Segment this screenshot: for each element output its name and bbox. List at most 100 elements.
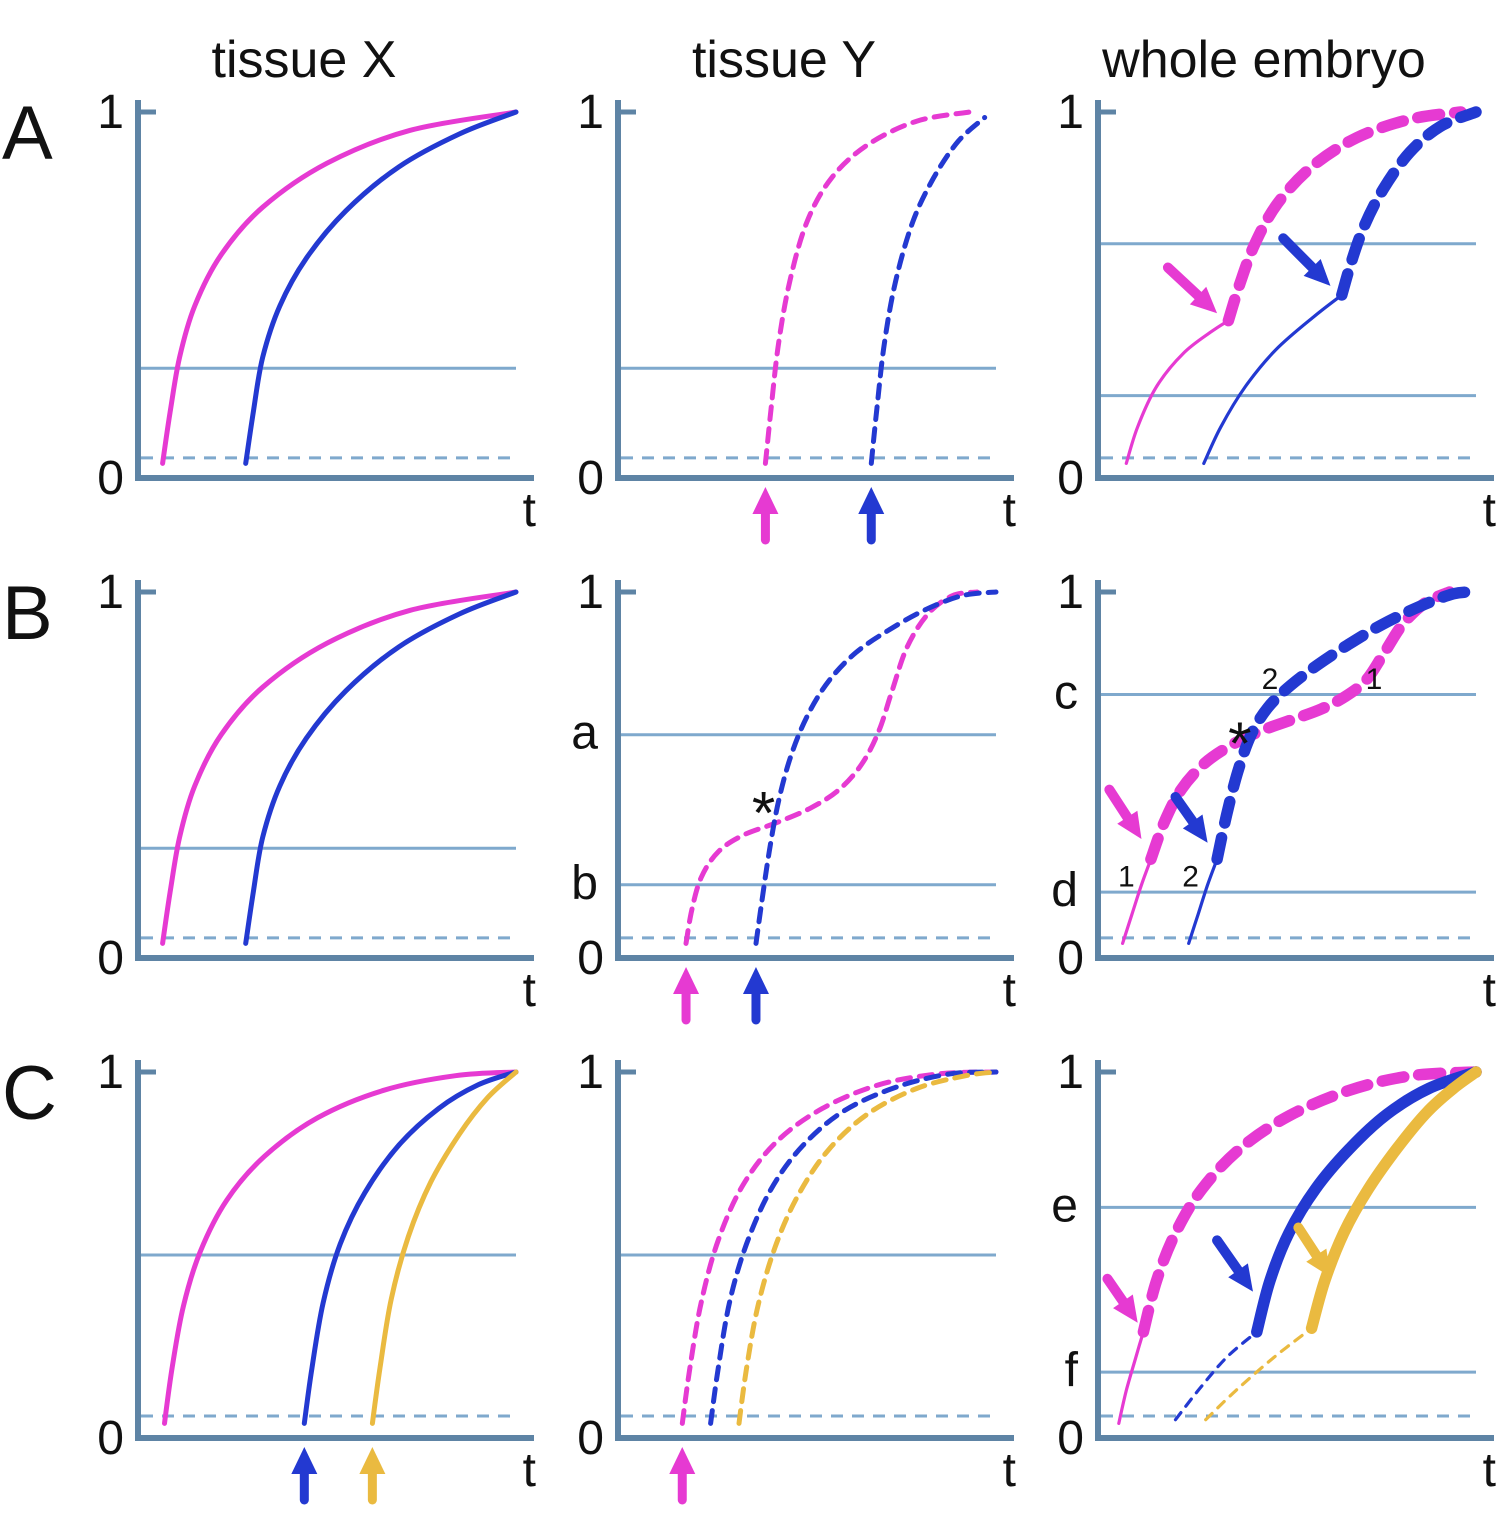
panel-b-whole-embryo: c d 1 0 t * 1 2 2 1 xyxy=(1051,572,1496,1017)
blue-up-arrow-head xyxy=(858,487,885,514)
threshold-label-b: b xyxy=(571,857,598,910)
y-max-label: 1 xyxy=(1057,1052,1084,1099)
y-max-label: 1 xyxy=(97,92,124,139)
y-max-label: 1 xyxy=(577,92,604,139)
panel-c-tissue-y-gold-curve xyxy=(736,1069,999,1426)
origin-label: 0 xyxy=(97,1412,124,1465)
panel-b-whole-embryo-magenta-combined-segment xyxy=(1145,586,1456,865)
annotation-asterisk: * xyxy=(1228,710,1251,777)
blue-pointer-arrow-head xyxy=(1303,258,1331,286)
panel-c-whole-embryo-gold-initial-segment xyxy=(1204,1326,1314,1422)
blue-up-arrow-head xyxy=(291,1447,318,1474)
threshold-label-e: e xyxy=(1051,1179,1078,1232)
magenta-pointer-arrow-shaft xyxy=(1162,262,1204,301)
magenta-pointer-arrow-head xyxy=(1113,1294,1138,1323)
panel-c-tissue-x: 1 0 t xyxy=(97,1052,536,1505)
panel-c-tissue-y-blue-curve xyxy=(708,1069,999,1426)
panel-cell-c-tissue-x: 1 0 t xyxy=(64,1052,544,1532)
panel-b-tissue-y: a b 1 0 t * xyxy=(571,572,1016,1025)
panel-b-tissue-x-blue-late-onset xyxy=(243,589,519,946)
annotation-order-1: 1 xyxy=(1366,663,1383,696)
panel-c-tissue-y-magenta-curve xyxy=(679,1069,999,1426)
panel-cell-a-whole-embryo: 1 0 t xyxy=(1024,92,1504,572)
panel-b-tissue-x: 1 0 t xyxy=(97,572,536,1017)
origin-label: 0 xyxy=(97,452,124,505)
threshold-label-f: f xyxy=(1065,1344,1079,1397)
origin-label: 0 xyxy=(577,452,604,505)
panel-c-whole-embryo-gold-combined-segment xyxy=(1305,1066,1482,1334)
row-label-a: A xyxy=(2,91,53,176)
panel-c-whole-embryo-magenta-combined-segment xyxy=(1137,1066,1482,1338)
header-corner xyxy=(0,0,64,92)
column-title-whole-embryo: whole embryo xyxy=(1102,31,1426,89)
panel-cell-b-whole-embryo: c d 1 0 t * 1 2 2 1 xyxy=(1024,572,1504,1052)
panel-b-whole-embryo-blue-combined-segment xyxy=(1211,586,1482,865)
annotation-order-2: 2 xyxy=(1262,663,1279,696)
row-label-b: B xyxy=(2,571,53,656)
panel-c-tissue-x-gold-late-onset xyxy=(369,1069,519,1426)
column-title-tissue-x: tissue X xyxy=(211,31,397,89)
panel-a-whole-embryo: 1 0 t xyxy=(1057,92,1496,537)
panel-c-whole-embryo: e f 1 0 t xyxy=(1051,1052,1496,1497)
origin-label: 0 xyxy=(577,932,604,985)
gold-pointer-arrow-shaft xyxy=(1293,1222,1322,1261)
origin-label: 0 xyxy=(97,932,124,985)
panel-cell-c-tissue-y: 1 0 t xyxy=(544,1052,1024,1532)
panel-b-tissue-y-blue-monotonic xyxy=(753,589,999,946)
threshold-label-a: a xyxy=(571,707,598,760)
panel-c-whole-embryo-blue-initial-segment xyxy=(1173,1330,1259,1422)
row-label-c: C xyxy=(2,1051,57,1136)
panel-b-whole-embryo-magenta-initial-segment xyxy=(1121,857,1153,945)
threshold-label-d: d xyxy=(1051,864,1078,917)
magenta-pointer-arrow-shaft xyxy=(1102,1273,1128,1307)
x-axis-label: t xyxy=(1483,964,1496,1017)
panel-cell-a-tissue-x: 1 0 t xyxy=(64,92,544,572)
blue-pointer-arrow-head xyxy=(1228,1263,1253,1292)
panel-a-whole-embryo-magenta-combined-segment xyxy=(1222,106,1467,327)
x-axis-label: t xyxy=(1003,484,1016,537)
gold-up-arrow-head xyxy=(359,1447,386,1474)
annotation-order-2: 2 xyxy=(1182,860,1199,893)
x-axis-label: t xyxy=(523,964,536,1017)
panel-c-tissue-y: 1 0 t xyxy=(577,1052,1016,1505)
y-max-label: 1 xyxy=(1057,92,1084,139)
x-axis-label: t xyxy=(1003,964,1016,1017)
magenta-up-arrow-head xyxy=(752,487,779,514)
panel-cell-c-whole-embryo: e f 1 0 t xyxy=(1024,1052,1504,1532)
panel-b-tissue-x-magenta-early-onset xyxy=(160,589,519,946)
panel-a-tissue-y-blue-late-onset xyxy=(868,115,988,466)
origin-label: 0 xyxy=(1057,452,1084,505)
y-max-label: 1 xyxy=(577,1052,604,1099)
x-axis-label: t xyxy=(523,1444,536,1497)
panel-a-whole-embryo-blue-initial-segment xyxy=(1202,293,1344,465)
origin-label: 0 xyxy=(1057,1412,1084,1465)
panel-c-whole-embryo-blue-combined-segment xyxy=(1251,1066,1482,1338)
panel-a-tissue-x-blue-late-onset xyxy=(243,109,519,466)
annotation-order-1: 1 xyxy=(1118,860,1135,893)
panel-c-whole-embryo-magenta-initial-segment xyxy=(1117,1330,1145,1425)
origin-label: 0 xyxy=(1057,932,1084,985)
x-axis-label: t xyxy=(523,484,536,537)
panel-c-tissue-x-blue-mid-onset xyxy=(301,1069,519,1426)
blue-pointer-arrow-shaft xyxy=(1212,1235,1244,1276)
y-max-label: 1 xyxy=(1057,572,1084,619)
magenta-pointer-arrow-head xyxy=(1189,286,1218,314)
x-axis-label: t xyxy=(1003,1444,1016,1497)
x-axis-label: t xyxy=(1483,484,1496,537)
panel-cell-b-tissue-x: 1 0 t xyxy=(64,572,544,1052)
panel-a-tissue-y: 1 0 t xyxy=(577,92,1016,545)
blue-pointer-arrow-shaft xyxy=(1278,233,1318,273)
y-max-label: 1 xyxy=(97,572,124,619)
panel-b-tissue-y-magenta-biphasic xyxy=(683,589,980,946)
gold-pointer-arrow-head xyxy=(1306,1248,1331,1277)
panel-a-tissue-x: 1 0 t xyxy=(97,92,536,537)
origin-label: 0 xyxy=(577,1412,604,1465)
magenta-pointer-arrow-shaft xyxy=(1104,784,1133,823)
panel-a-tissue-y-magenta-early-onset xyxy=(762,109,972,466)
panel-a-whole-embryo-magenta-initial-segment xyxy=(1124,319,1230,465)
y-max-label: 1 xyxy=(577,572,604,619)
magenta-pointer-arrow-head xyxy=(1117,810,1142,840)
threshold-label-c: c xyxy=(1054,666,1078,719)
panel-cell-b-tissue-y: a b 1 0 t * xyxy=(544,572,1024,1052)
blue-pointer-arrow-head xyxy=(1182,814,1208,843)
